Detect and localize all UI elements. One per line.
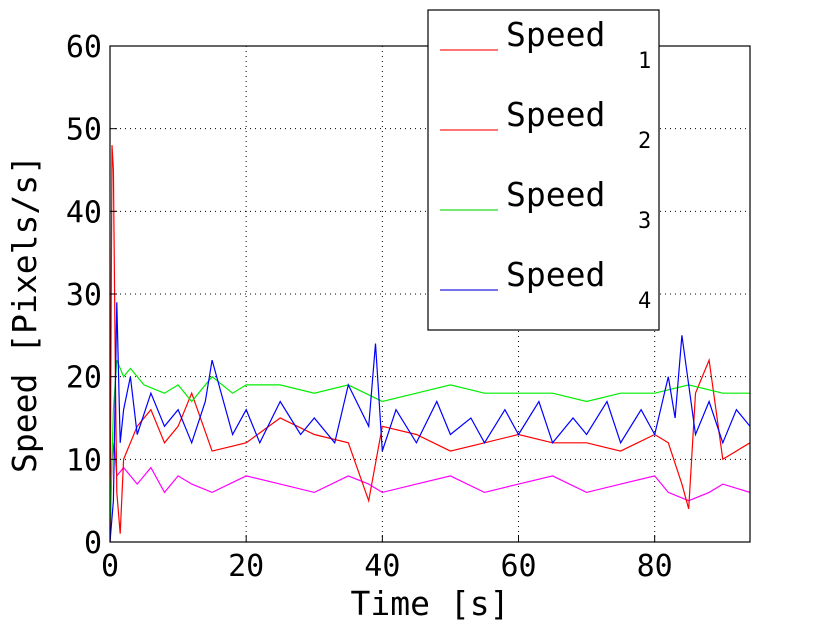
series-line-2 — [110, 145, 750, 542]
y-tick-label: 30 — [66, 278, 102, 313]
axis-ticks: 0 20 40 60 80 0 10 20 30 40 50 60 — [66, 30, 673, 584]
y-tick-label: 40 — [66, 195, 102, 230]
legend-label: Speed — [506, 15, 605, 54]
y-tick-label: 0 — [84, 526, 102, 561]
series-lines — [110, 145, 750, 542]
series-line-4 — [110, 302, 750, 542]
legend-label: Speed — [506, 175, 605, 214]
legend-label: Speed — [506, 95, 605, 134]
y-tick-label: 60 — [66, 30, 102, 65]
y-tick-label: 20 — [66, 361, 102, 396]
x-tick-label: 80 — [637, 549, 673, 584]
legend-subscript: 4 — [638, 289, 651, 314]
x-tick-label: 0 — [101, 549, 119, 584]
y-tick-label: 50 — [66, 113, 102, 148]
series-line-1 — [110, 442, 750, 542]
x-tick-label: 40 — [364, 549, 400, 584]
legend: Speed 1 Speed 2 Speed 3 Speed 4 — [427, 9, 660, 331]
series-line-3 — [110, 359, 750, 526]
x-axis-label: Time [s] — [351, 584, 510, 623]
legend-subscript: 2 — [638, 129, 651, 154]
x-tick-label: 20 — [228, 549, 264, 584]
y-tick-label: 10 — [66, 443, 102, 478]
x-tick-label: 60 — [500, 549, 536, 584]
legend-subscript: 3 — [638, 209, 651, 234]
legend-box — [427, 9, 660, 331]
legend-subscript: 1 — [638, 49, 651, 74]
y-axis-label: Speed [Pixels/s] — [5, 155, 44, 473]
legend-label: Speed — [506, 255, 605, 294]
